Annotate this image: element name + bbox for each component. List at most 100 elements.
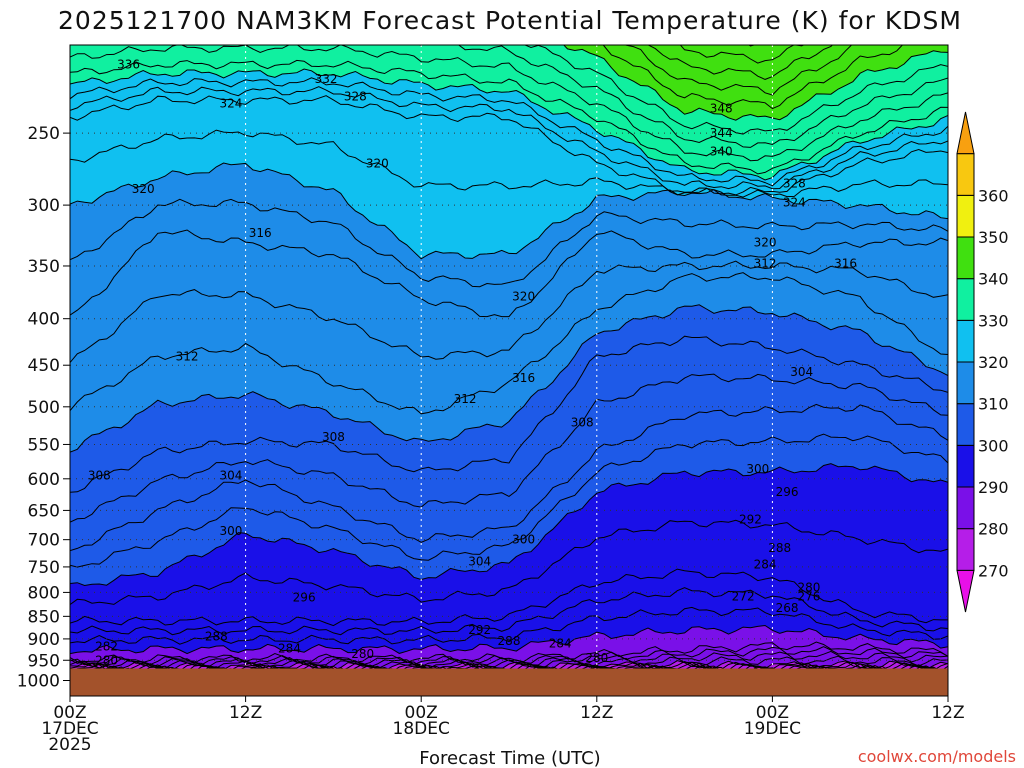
- contour-label-344: 344: [710, 126, 733, 140]
- isentrope-312: [70, 272, 948, 415]
- colorbar-seg-6: [956, 319, 975, 363]
- colorbar-seg-1: [956, 528, 975, 571]
- contour-label-296: 296: [293, 590, 316, 604]
- contour-label-312: 312: [176, 349, 199, 363]
- contour-label-280: 280: [95, 653, 118, 667]
- isentrope-340: [563, 45, 948, 121]
- isentrope-296: [70, 568, 948, 627]
- contour-label-280: 280: [798, 580, 821, 594]
- isentrope-304: [70, 403, 948, 552]
- x-tick-label-48-2: 19DEC: [744, 719, 801, 739]
- contour-label-328: 328: [344, 90, 367, 104]
- colorbar-seg-7: [956, 278, 975, 321]
- colorbar-label-310: 310: [978, 395, 1009, 414]
- credit-text[interactable]: coolwx.com/models: [858, 747, 1016, 766]
- isentrope-344: [625, 45, 853, 96]
- isentrope-342: [602, 45, 904, 110]
- x-tick-label-0-3: 2025: [48, 735, 91, 755]
- isentrope-330: [70, 68, 948, 181]
- x-tick-label-12-1: 12Z: [229, 703, 262, 723]
- plot-frame: [69, 44, 949, 697]
- colorbar-seg-4: [956, 403, 975, 446]
- contour-label-292: 292: [739, 512, 762, 526]
- x-tick-label-0-2: 17DEC: [41, 719, 98, 739]
- isentrope-322: [70, 129, 948, 198]
- contour-label-320: 320: [366, 157, 389, 171]
- contour-label-304: 304: [790, 365, 813, 379]
- contour-label-316: 316: [249, 226, 272, 240]
- colorbar-label-280: 280: [978, 520, 1009, 539]
- contour-label-272: 272: [732, 589, 755, 603]
- colorbar-seg-2: [956, 486, 975, 530]
- isentrope-332: [70, 59, 948, 175]
- colorbar-seg-9: [956, 194, 975, 238]
- y-tick-label-600: 600: [28, 470, 60, 490]
- isentrope-316: [70, 229, 948, 318]
- x-tick-label-60-1: 12Z: [931, 703, 964, 723]
- x-axis-label: Forecast Time (UTC): [419, 748, 600, 768]
- contour-label-296: 296: [776, 485, 799, 499]
- contour-label-300: 300: [220, 524, 243, 538]
- ground-surface: [70, 668, 948, 696]
- isentrope-336: [416, 45, 948, 148]
- colorbar-label-300: 300: [978, 436, 1009, 455]
- isentrope-308: [70, 335, 948, 493]
- contour-label-268: 268: [776, 601, 799, 615]
- contour-label-304: 304: [220, 469, 243, 483]
- contour-label-284: 284: [549, 636, 572, 650]
- contour-label-348: 348: [710, 102, 733, 116]
- colorbar-seg-8: [956, 236, 975, 280]
- isentrope-334: [70, 45, 948, 162]
- y-tick-label-850: 850: [28, 607, 60, 627]
- isentrope-324: [70, 95, 948, 196]
- y-tick-label-400: 400: [28, 310, 60, 330]
- contour-label-288: 288: [205, 630, 228, 644]
- contour-label-320: 320: [754, 236, 777, 250]
- y-tick-label-250: 250: [28, 124, 60, 144]
- colorbar: 270 280 290 300 310 320 330 340 350 360: [956, 111, 1009, 613]
- x-tick-label-24-1: 00Z: [405, 703, 438, 723]
- contour-label-276: 276: [798, 589, 821, 603]
- y-tick-label-500: 500: [28, 398, 60, 418]
- isentrope-314: [70, 260, 948, 363]
- y-tick-label-650: 650: [28, 501, 60, 521]
- contour-label-282: 282: [95, 639, 118, 653]
- contour-label-300: 300: [512, 533, 535, 547]
- colorbar-seg-10: [956, 153, 975, 196]
- contour-label-280: 280: [585, 651, 608, 665]
- contour-label-308: 308: [322, 430, 345, 444]
- colorbar-seg-3: [956, 444, 975, 488]
- contour-label-320: 320: [512, 289, 535, 303]
- contour-label-316: 316: [512, 371, 535, 385]
- y-tick-label-950: 950: [28, 651, 60, 671]
- isentrope-328: [70, 77, 948, 187]
- contour-label-284: 284: [754, 557, 777, 571]
- colorbar-seg-11: [956, 111, 975, 155]
- isentrope-294: [70, 587, 948, 636]
- contour-label-316: 316: [834, 257, 857, 271]
- isentrope-300: [70, 463, 948, 587]
- isentrope-320: [70, 162, 948, 260]
- y-tick-label-1000: 1000: [17, 672, 60, 692]
- y-tick-label-350: 350: [28, 257, 60, 277]
- contour-label-292: 292: [468, 623, 491, 637]
- y-tick-label-900: 900: [28, 630, 60, 650]
- y-tick-label-450: 450: [28, 356, 60, 376]
- colorbar-seg-5: [956, 361, 975, 405]
- contour-label-300: 300: [746, 462, 769, 476]
- contour-label-324: 324: [783, 195, 806, 209]
- y-tick-label-300: 300: [28, 196, 60, 216]
- contour-label-304: 304: [468, 555, 491, 569]
- contour-label-308: 308: [88, 469, 111, 483]
- y-tick-label-700: 700: [28, 531, 60, 551]
- contour-label-284: 284: [278, 641, 301, 655]
- isentrope-298: [70, 519, 948, 606]
- contour-label-336: 336: [117, 57, 140, 71]
- colorbar-label-330: 330: [978, 311, 1009, 330]
- contour-label-312: 312: [754, 257, 777, 271]
- colorbar-label-360: 360: [978, 186, 1009, 205]
- colorbar-seg-0: [956, 569, 975, 613]
- x-tick-label-48-1: 00Z: [756, 703, 789, 723]
- isentrope-290: [70, 624, 948, 655]
